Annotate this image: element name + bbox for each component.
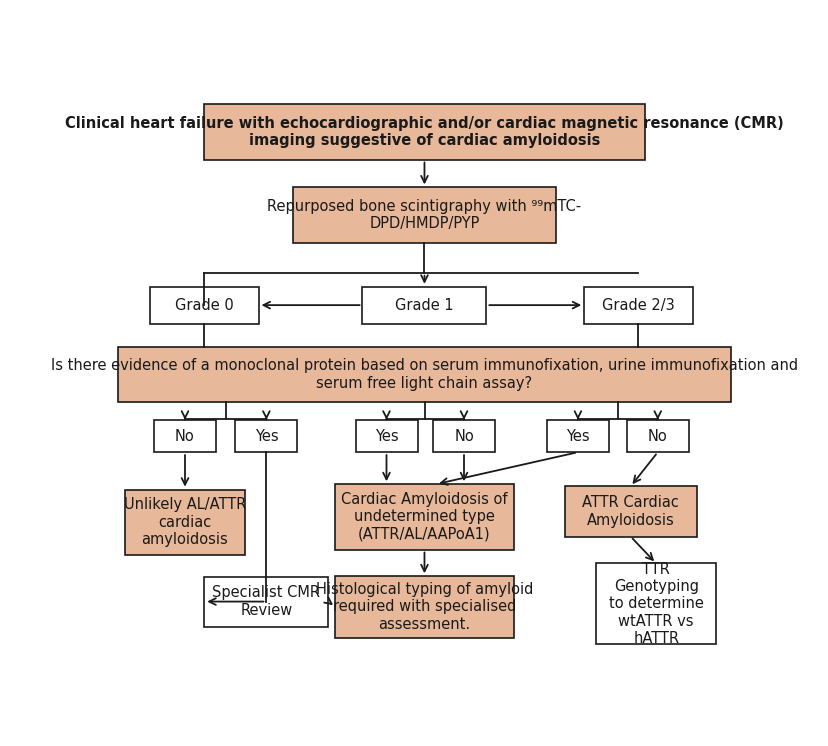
FancyBboxPatch shape	[432, 420, 494, 452]
FancyBboxPatch shape	[204, 104, 644, 160]
Text: Repurposed bone scintigraphy with ⁹⁹mTC-
DPD/HMDP/PYP: Repurposed bone scintigraphy with ⁹⁹mTC-…	[267, 199, 580, 231]
FancyBboxPatch shape	[150, 286, 258, 324]
Text: ATTR Cardiac
Amyloidosis: ATTR Cardiac Amyloidosis	[581, 495, 678, 527]
Text: Specialist CMR
Review: Specialist CMR Review	[212, 586, 320, 618]
Text: Clinical heart failure with echocardiographic and/or cardiac magnetic resonance : Clinical heart failure with echocardiogr…	[65, 116, 783, 148]
Text: No: No	[454, 428, 474, 444]
FancyBboxPatch shape	[564, 486, 696, 536]
FancyBboxPatch shape	[584, 286, 691, 324]
FancyBboxPatch shape	[235, 420, 297, 452]
Text: Yes: Yes	[566, 428, 589, 444]
FancyBboxPatch shape	[335, 576, 513, 638]
FancyBboxPatch shape	[118, 347, 729, 402]
Text: Yes: Yes	[374, 428, 397, 444]
Text: No: No	[647, 428, 667, 444]
Text: Cardiac Amyloidosis of
undetermined type
(ATTR/AL/AAPoA1): Cardiac Amyloidosis of undetermined type…	[341, 492, 507, 542]
Text: TTR
Genotyping
to determine
wtATTR vs
hATTR: TTR Genotyping to determine wtATTR vs hA…	[608, 562, 703, 646]
Text: Is there evidence of a monoclonal protein based on serum immunofixation, urine i: Is there evidence of a monoclonal protei…	[51, 358, 797, 391]
FancyBboxPatch shape	[355, 420, 417, 452]
Text: Yes: Yes	[254, 428, 278, 444]
Text: No: No	[175, 428, 195, 444]
FancyBboxPatch shape	[595, 563, 715, 645]
Text: Grade 2/3: Grade 2/3	[601, 298, 674, 313]
FancyBboxPatch shape	[626, 420, 688, 452]
Text: Unlikely AL/ATTR
cardiac
amyloidosis: Unlikely AL/ATTR cardiac amyloidosis	[123, 498, 246, 547]
FancyBboxPatch shape	[292, 187, 556, 242]
FancyBboxPatch shape	[546, 420, 609, 452]
FancyBboxPatch shape	[154, 420, 216, 452]
FancyBboxPatch shape	[125, 489, 245, 555]
FancyBboxPatch shape	[205, 577, 328, 627]
Text: Histological typing of amyloid
required with specialised
assessment.: Histological typing of amyloid required …	[315, 582, 532, 632]
Text: Grade 0: Grade 0	[175, 298, 233, 313]
Text: Grade 1: Grade 1	[395, 298, 453, 313]
FancyBboxPatch shape	[362, 286, 486, 324]
FancyBboxPatch shape	[335, 484, 513, 550]
